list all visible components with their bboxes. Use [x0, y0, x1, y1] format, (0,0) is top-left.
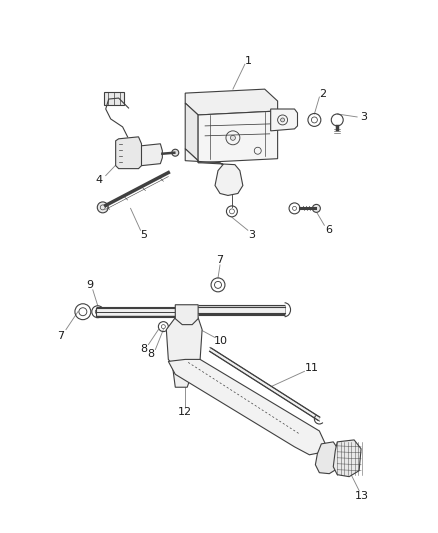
Text: 6: 6: [325, 225, 332, 235]
Polygon shape: [175, 305, 198, 325]
Text: 11: 11: [304, 364, 318, 373]
Polygon shape: [168, 359, 325, 455]
Circle shape: [230, 135, 235, 140]
Text: 8: 8: [140, 344, 147, 354]
Bar: [104, 92, 124, 105]
Text: 1: 1: [245, 56, 252, 66]
Circle shape: [312, 204, 320, 212]
Circle shape: [97, 202, 108, 213]
Text: 13: 13: [355, 490, 369, 500]
Text: 8: 8: [147, 350, 154, 359]
Polygon shape: [271, 109, 297, 131]
Text: 4: 4: [95, 174, 102, 184]
Polygon shape: [116, 137, 141, 168]
Polygon shape: [333, 440, 361, 477]
Circle shape: [281, 118, 285, 122]
Text: 2: 2: [319, 89, 326, 99]
Text: 9: 9: [86, 280, 93, 290]
Polygon shape: [315, 442, 339, 474]
Polygon shape: [185, 149, 243, 196]
Polygon shape: [185, 89, 278, 115]
Polygon shape: [198, 111, 278, 163]
Polygon shape: [185, 103, 198, 160]
Text: 3: 3: [248, 230, 255, 240]
Circle shape: [172, 149, 179, 156]
Text: 12: 12: [178, 407, 192, 417]
Text: 7: 7: [57, 330, 64, 341]
Text: 10: 10: [214, 336, 228, 345]
Text: 7: 7: [216, 255, 223, 265]
Polygon shape: [166, 318, 202, 387]
Text: 3: 3: [360, 112, 367, 122]
Polygon shape: [138, 144, 162, 166]
Text: 5: 5: [140, 230, 147, 240]
